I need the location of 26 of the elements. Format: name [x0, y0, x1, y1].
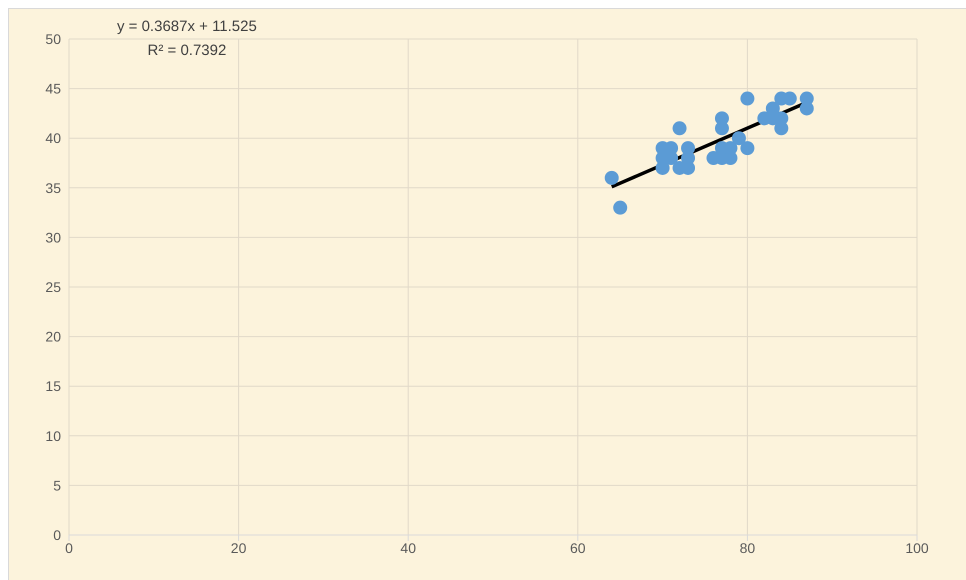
- x-tick-label: 60: [570, 540, 586, 556]
- point: [732, 131, 746, 146]
- y-tick-label: 50: [45, 30, 62, 47]
- x-tick-label: 40: [400, 540, 416, 556]
- y-tick-label: 0: [53, 526, 62, 543]
- x-tick-label: 0: [65, 540, 74, 556]
- y-tick-label: 20: [45, 328, 62, 345]
- y-tick-label: 15: [45, 378, 62, 394]
- point: [740, 141, 754, 156]
- y-tick-label: 5: [53, 477, 62, 494]
- x-tick-label: 20: [230, 540, 247, 556]
- y-tick-label: 35: [45, 180, 62, 196]
- point: [604, 170, 619, 185]
- y-tick-label: 30: [45, 229, 62, 246]
- y-tick-label: 10: [45, 428, 62, 444]
- y-tick-label: 45: [45, 80, 62, 97]
- y-tick-label: 40: [45, 130, 62, 146]
- point: [672, 121, 687, 136]
- point: [714, 111, 729, 126]
- equation-note: y = 0.3687x + 11.525 R² = 0.7392: [117, 17, 257, 61]
- x-tick-label: 80: [740, 540, 756, 556]
- x-tick-label: 100: [905, 540, 929, 556]
- point: [613, 200, 628, 215]
- point: [740, 92, 754, 106]
- y-tick-label: 25: [45, 278, 62, 295]
- point: [681, 141, 696, 156]
